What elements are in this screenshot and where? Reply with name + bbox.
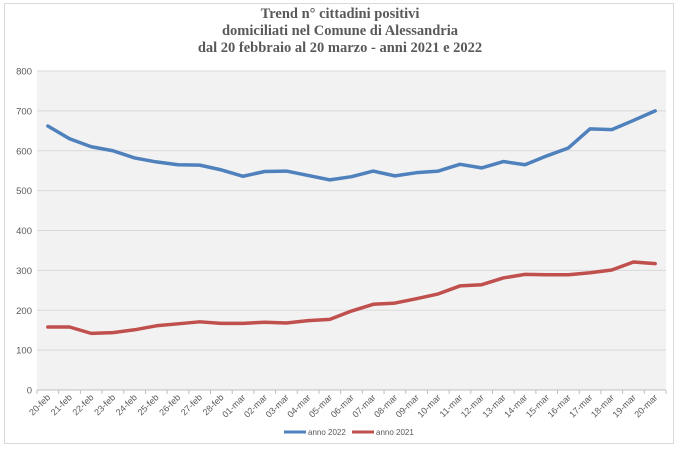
series-line-anno-2021 (46, 260, 657, 336)
x-tick-label: 17-mar (567, 392, 594, 419)
x-tick-label: 22-feb (71, 392, 96, 417)
y-tick-label: 800 (16, 67, 32, 78)
x-tick-label: 18-mar (589, 392, 616, 419)
y-tick-label: 0 (27, 386, 32, 397)
x-tick-label: 03-mar (264, 392, 291, 419)
x-tick-label: 14-mar (502, 392, 529, 419)
y-tick-label: 200 (16, 306, 32, 317)
x-tick-label: 10-mar (415, 392, 442, 419)
chart-title-line-3: dal 20 febbraio al 20 marzo - anni 2021 … (197, 40, 483, 56)
legend-label: anno 2021 (376, 428, 414, 437)
x-tick-label: 15-mar (524, 392, 551, 419)
y-tick-label: 700 (16, 106, 32, 117)
chart-title-line-2: domiciliati nel Comune di Alessandria (221, 23, 459, 39)
y-tick-label: 400 (16, 226, 32, 237)
x-tick-label: 12-mar (459, 392, 486, 419)
x-tick-label: 08-mar (372, 392, 399, 419)
x-tick-label: 16-mar (546, 392, 573, 419)
y-tick-label: 500 (16, 186, 32, 197)
series-line-anno-2022 (46, 109, 657, 182)
x-tick-label: 06-mar (329, 392, 356, 419)
x-tick-label: 19-mar (611, 392, 638, 419)
x-tick-label: 07-mar (350, 392, 377, 419)
x-tick-label: 24-feb (114, 392, 139, 417)
x-tick-label: 02-mar (242, 392, 269, 419)
x-tick-label: 04-mar (285, 392, 312, 419)
x-tick-label: 13-mar (481, 392, 508, 419)
x-tick-label: 21-feb (49, 392, 74, 417)
legend-label: anno 2022 (308, 428, 346, 437)
x-tick-label: 23-feb (92, 392, 117, 417)
chart-title: Trend n° cittadini positivi domiciliati … (0, 6, 680, 57)
y-tick-label: 300 (16, 266, 32, 277)
y-tick-label: 600 (16, 146, 32, 157)
x-tick-label: 27-feb (179, 392, 204, 417)
chart-title-line-1: Trend n° cittadini positivi (260, 6, 420, 22)
x-tick-label: 01-mar (220, 392, 247, 419)
x-tick-label: 20-mar (632, 392, 659, 419)
x-tick-label: 26-feb (157, 392, 182, 417)
x-tick-label: 25-feb (136, 392, 161, 417)
y-tick-label: 100 (16, 346, 32, 357)
x-tick-label: 09-mar (394, 392, 421, 419)
x-tick-label: 05-mar (307, 392, 334, 419)
